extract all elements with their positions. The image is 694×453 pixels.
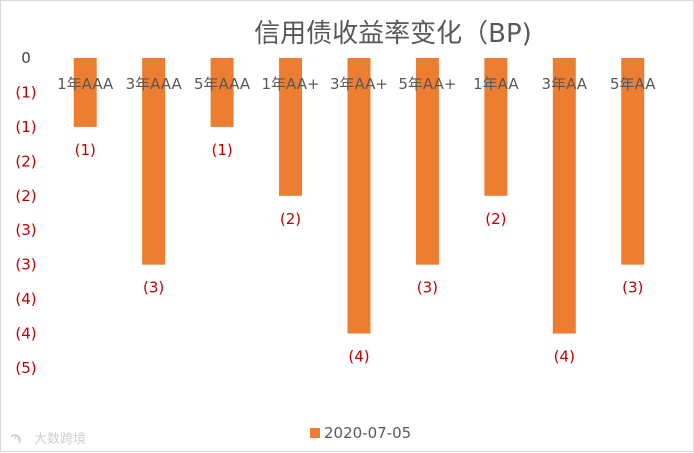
legend-swatch [310,428,320,438]
logo-swirl-icon [10,434,21,444]
data-label: (3) [622,279,643,297]
bar [73,58,97,127]
x-axis: 1年AAA 3年AAA 5年AAA 1年AA+ 3年AA+ 5年AA+ 1年AA 3年AA 5年… [57,75,656,93]
y-axis: 0 (1) (1) (2) (2) (3) (3) (4) (4) (5) [15,49,36,377]
data-label: (4) [348,348,369,366]
data-label: (3) [143,279,164,297]
y-tick-label: (2) [15,152,36,170]
y-tick-label: (4) [15,290,36,308]
y-tick-label: (4) [15,325,36,343]
x-tick-label: 1年AA [473,75,519,93]
data-labels: (1) (3) (1) (2) (4) (3) (2) (4) (3) [75,141,644,366]
data-label: (2) [485,210,506,228]
data-label: (1) [75,141,96,159]
bar [415,58,439,265]
y-tick-label: 0 [21,49,31,67]
y-tick-label: (3) [15,256,36,274]
bar [621,58,645,265]
data-label: (3) [417,279,438,297]
x-tick-label: 5年AAA [194,75,251,93]
x-tick-label: 3年AAA [126,75,183,93]
x-tick-label: 3年AA [542,75,588,93]
bar [484,58,508,196]
bar [210,58,234,127]
watermark: 大数跨境 [10,432,86,447]
x-tick-label: 5年AA+ [398,75,456,93]
x-tick-label: 5年AA [610,75,656,93]
y-tick-label: (3) [15,221,36,239]
chart-title: 信用债收益率变化（BP) [254,19,532,49]
data-label: (2) [280,210,301,228]
bar [142,58,166,265]
y-tick-label: (1) [15,118,36,136]
y-tick-label: (2) [15,187,36,205]
bar [347,58,371,334]
x-tick-label: 3年AA+ [330,75,388,93]
x-tick-label: 1年AAA [57,75,114,93]
legend: 2020-07-05 [310,424,411,442]
bar-series [73,58,645,334]
watermark-text: 大数跨境 [34,432,86,447]
bar [552,58,576,334]
bar [279,58,303,196]
data-label: (4) [554,348,575,366]
y-tick-label: (5) [15,359,36,377]
legend-label: 2020-07-05 [324,424,411,442]
y-tick-label: (1) [15,83,36,101]
x-tick-label: 1年AA+ [262,75,320,93]
data-label: (1) [211,141,232,159]
